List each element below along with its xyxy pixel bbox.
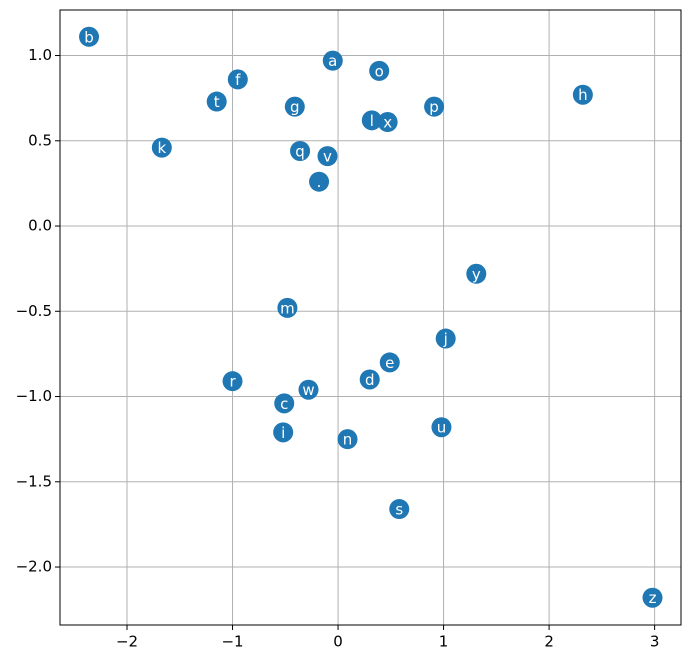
point — [322, 50, 343, 71]
y-tick-label: −1.0 — [16, 387, 52, 405]
point-label: w — [302, 381, 314, 399]
point-label: u — [437, 419, 447, 437]
point — [377, 112, 398, 133]
point — [309, 171, 330, 192]
point — [431, 417, 452, 438]
point-label: j — [443, 330, 448, 348]
point — [337, 429, 358, 450]
point — [206, 91, 227, 112]
point-label: l — [370, 112, 374, 130]
point-label: f — [235, 71, 241, 89]
point-label: g — [290, 98, 300, 116]
point-label: p — [429, 98, 439, 116]
point-label: z — [649, 589, 657, 607]
point — [277, 297, 298, 318]
point-label: . — [317, 173, 322, 191]
point — [369, 60, 390, 81]
point — [222, 371, 243, 392]
x-tick-label: −1 — [221, 633, 243, 651]
point-label: e — [385, 354, 394, 372]
y-tick-label: −2.0 — [16, 558, 52, 576]
point — [572, 84, 593, 105]
point-label: y — [472, 265, 481, 283]
point — [227, 69, 248, 90]
plot-frame — [59, 9, 682, 626]
point — [642, 587, 663, 608]
point — [317, 146, 338, 167]
y-tick-label: 0.0 — [28, 217, 52, 235]
point — [290, 141, 311, 162]
x-tick-label: 0 — [333, 633, 343, 651]
point — [273, 422, 294, 443]
point-label: s — [395, 501, 403, 519]
point — [284, 96, 305, 117]
point-label: x — [383, 114, 392, 132]
point-label: r — [229, 373, 236, 391]
point — [359, 369, 380, 390]
point-label: a — [328, 52, 337, 70]
point — [361, 110, 382, 131]
point-label: m — [280, 299, 295, 317]
point — [424, 96, 445, 117]
point — [466, 263, 487, 284]
point-label: i — [281, 424, 285, 442]
point — [79, 26, 100, 47]
point-label: c — [280, 395, 288, 413]
point-label: t — [214, 93, 220, 111]
x-tick-label: 1 — [439, 633, 449, 651]
point-label: v — [323, 148, 332, 166]
point — [435, 328, 456, 349]
point-label: h — [578, 86, 588, 104]
point-label: k — [157, 139, 166, 157]
point-label: o — [375, 62, 384, 80]
point — [274, 393, 295, 414]
point — [298, 379, 319, 400]
point-label: b — [84, 28, 94, 46]
x-tick-label: −2 — [116, 633, 138, 651]
x-tick-label: 3 — [650, 633, 660, 651]
point-label: n — [343, 431, 353, 449]
point — [151, 137, 172, 158]
point — [389, 499, 410, 520]
y-tick-label: −1.5 — [16, 472, 52, 490]
y-tick-label: 0.5 — [28, 131, 52, 149]
y-tick-label: −0.5 — [16, 302, 52, 320]
point-label: q — [295, 143, 305, 161]
x-tick-label: 2 — [544, 633, 554, 651]
point-label: d — [365, 371, 375, 389]
y-tick-label: 1.0 — [28, 46, 52, 64]
point — [379, 352, 400, 373]
